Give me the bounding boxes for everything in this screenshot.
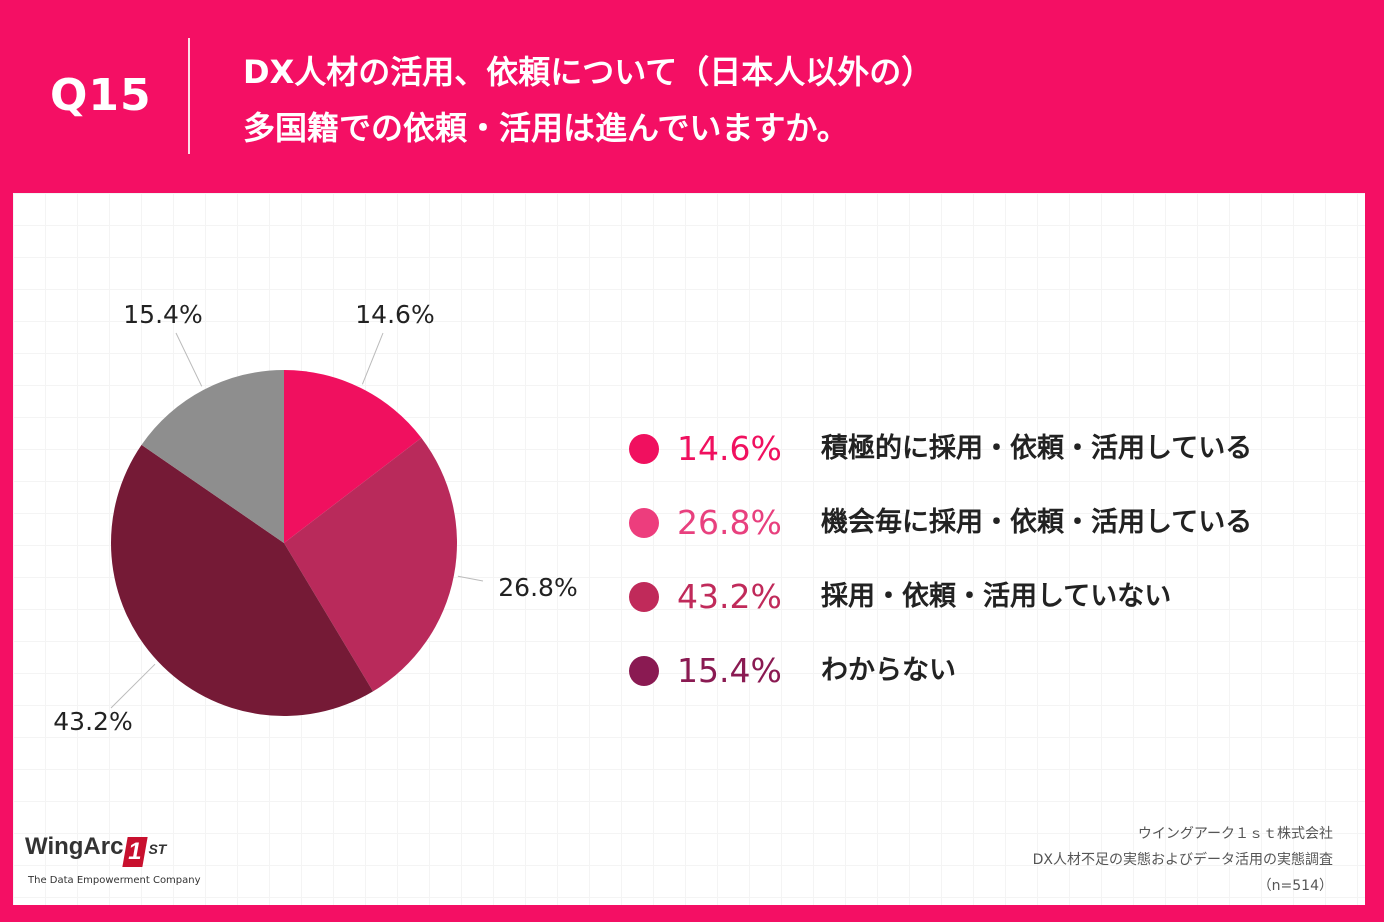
leader-line-actively bbox=[361, 332, 384, 385]
source-survey: DX人材不足の実態およびデータ活用の実態調査 bbox=[1032, 852, 1333, 868]
legend-pct-actively: 14.6% bbox=[677, 429, 782, 468]
legend-dot-actively bbox=[629, 434, 659, 464]
slice-label-unknown: 15.4% bbox=[123, 300, 202, 329]
source-note: ウイングアーク１ｓｔ株式会社 DX人材不足の実態およびデータ活用の実態調査 （n… bbox=[1033, 821, 1333, 899]
header: Q15 DX人材の活用、依頼について（日本人以外の） 多国籍での依頼・活用は進ん… bbox=[0, 0, 1384, 192]
question-title: DX人材の活用、依頼について（日本人以外の） 多国籍での依頼・活用は進んでいます… bbox=[243, 44, 933, 156]
header-divider bbox=[188, 38, 190, 154]
slice-label-actively: 14.6% bbox=[355, 300, 434, 329]
source-sample-size: （n=514） bbox=[1257, 878, 1333, 894]
logo-suffix: ST bbox=[148, 841, 167, 857]
slice-label-occasionally: 26.8% bbox=[498, 573, 577, 602]
pie-slice-occasionally bbox=[284, 437, 457, 692]
legend-label-actively: 積極的に採用・依頼・活用している bbox=[821, 433, 1253, 464]
legend-dot-occasionally bbox=[629, 508, 659, 538]
pie-slice-not-using bbox=[111, 444, 374, 716]
pie-slice-actively bbox=[284, 370, 422, 543]
legend-pct-not-using: 43.2% bbox=[677, 577, 782, 616]
leader-line-occasionally bbox=[457, 575, 484, 582]
logo-mark: 1 bbox=[122, 837, 149, 867]
logo-tagline: The Data Empowerment Company bbox=[28, 875, 201, 886]
logo-wordmark: WingArc 1 ST bbox=[25, 833, 166, 867]
slice-label-not-using: 43.2% bbox=[53, 707, 132, 736]
legend-pct-unknown: 15.4% bbox=[677, 651, 782, 690]
legend-label-unknown: わからない bbox=[821, 655, 956, 686]
legend-label-occasionally: 機会毎に採用・依頼・活用している bbox=[821, 507, 1253, 538]
logo-text: WingArc bbox=[25, 833, 124, 860]
pie-chart: 14.6% 26.8% 43.2% 15.4% bbox=[53, 300, 577, 736]
legend-label-not-using: 採用・依頼・活用していない bbox=[821, 581, 1172, 612]
legend-dot-not-using bbox=[629, 582, 659, 612]
source-company: ウイングアーク１ｓｔ株式会社 bbox=[1137, 826, 1333, 842]
question-title-line1: DX人材の活用、依頼について（日本人以外の） bbox=[243, 53, 934, 91]
leader-line-unknown bbox=[175, 332, 203, 387]
question-title-line2: 多国籍での依頼・活用は進んでいますか。 bbox=[243, 109, 849, 147]
pie-slice-unknown bbox=[141, 370, 284, 543]
legend-dot-unknown bbox=[629, 656, 659, 686]
leader-line-not-using bbox=[110, 663, 156, 709]
chart-panel: 14.6% 26.8% 43.2% 15.4% 14.6% 積極的に採用・依頼・活用し… bbox=[13, 193, 1365, 905]
legend-pct-occasionally: 26.8% bbox=[677, 503, 782, 542]
question-number: Q15 bbox=[50, 70, 152, 121]
